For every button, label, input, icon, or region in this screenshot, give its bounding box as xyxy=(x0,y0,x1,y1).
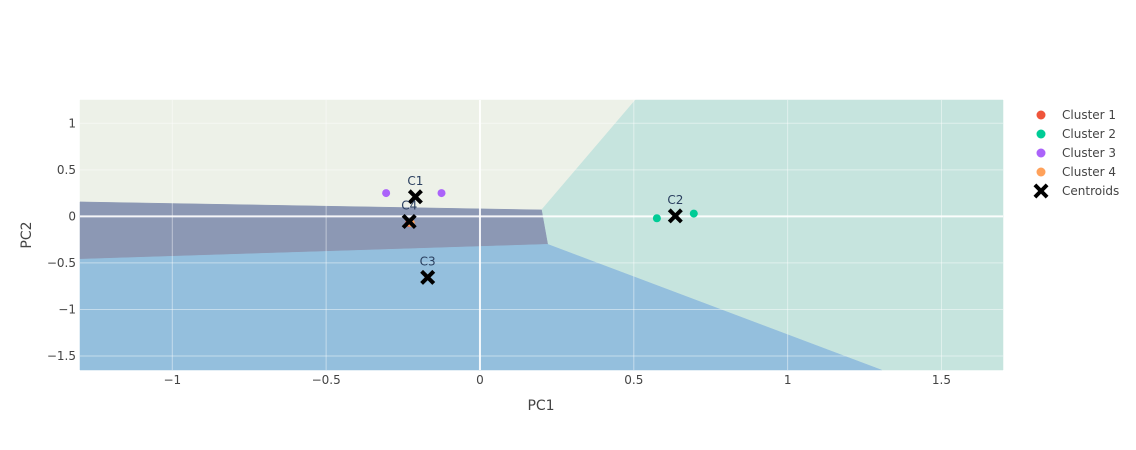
legend-item-cluster-4[interactable]: Cluster 4 xyxy=(1036,165,1117,179)
cluster-2-point xyxy=(652,214,661,223)
centroid-label: C4 xyxy=(401,199,417,213)
legend-label: Cluster 4 xyxy=(1062,165,1116,179)
legend-label: Cluster 3 xyxy=(1062,146,1116,160)
y-tick-label: 0.5 xyxy=(57,163,76,177)
x-tick-label: 1 xyxy=(784,373,792,387)
legend-swatch xyxy=(1036,129,1046,139)
x-tick-label: 0 xyxy=(476,373,484,387)
centroid-label: C3 xyxy=(420,254,436,268)
legend-swatch xyxy=(1036,167,1046,177)
y-tick-label: −0.5 xyxy=(47,256,76,270)
region-cluster-1 xyxy=(79,99,636,211)
centroid-marker xyxy=(401,214,417,229)
centroid-marker xyxy=(407,189,423,205)
legend-label: Cluster 1 xyxy=(1062,108,1116,122)
y-axis-ticks: −1.5 −1 −0.5 0 0.5 1 xyxy=(47,116,76,363)
legend-swatch xyxy=(1036,148,1046,158)
legend-item-cluster-3[interactable]: Cluster 3 xyxy=(1036,146,1117,160)
gridlines xyxy=(80,100,1003,370)
legend-swatch xyxy=(1036,110,1046,120)
y-tick-label: 1 xyxy=(68,116,76,130)
cluster-3-point xyxy=(437,189,446,198)
x-tick-label: −0.5 xyxy=(312,373,341,387)
x-tick-label: −1 xyxy=(163,373,181,387)
centroid-label: C2 xyxy=(667,193,683,207)
x-axis-title: PC1 xyxy=(527,398,554,414)
legend-item-cluster-2[interactable]: Cluster 2 xyxy=(1036,127,1117,141)
x-tick-label: 0.5 xyxy=(624,373,643,387)
cluster-3-point xyxy=(382,189,391,198)
legend[interactable]: Cluster 1 Cluster 2 Cluster 3 Cluster 4 Cent… xyxy=(1033,108,1120,199)
y-tick-label: −1.5 xyxy=(47,349,76,363)
legend-label: Cluster 2 xyxy=(1062,127,1116,141)
legend-centroid-symbol xyxy=(1033,183,1049,199)
centroid-marker xyxy=(420,269,436,285)
x-tick-label: 1.5 xyxy=(932,373,951,387)
cluster-2-point xyxy=(689,209,698,218)
legend-item-cluster-1[interactable]: Cluster 1 xyxy=(1036,108,1117,122)
x-axis-ticks: −1 −0.5 0 0.5 1 1.5 xyxy=(163,373,951,387)
y-tick-label: −1 xyxy=(58,302,76,316)
data-points: C1 C2 C3 C4 xyxy=(382,174,698,285)
centroid-marker xyxy=(667,208,683,224)
legend-label: Centroids xyxy=(1062,184,1119,198)
centroid-label: C1 xyxy=(407,174,423,188)
y-axis-title: PC2 xyxy=(19,221,35,248)
y-tick-label: 0 xyxy=(68,209,76,223)
legend-item-centroids[interactable]: Centroids xyxy=(1033,183,1120,199)
decision-regions xyxy=(79,99,1004,371)
